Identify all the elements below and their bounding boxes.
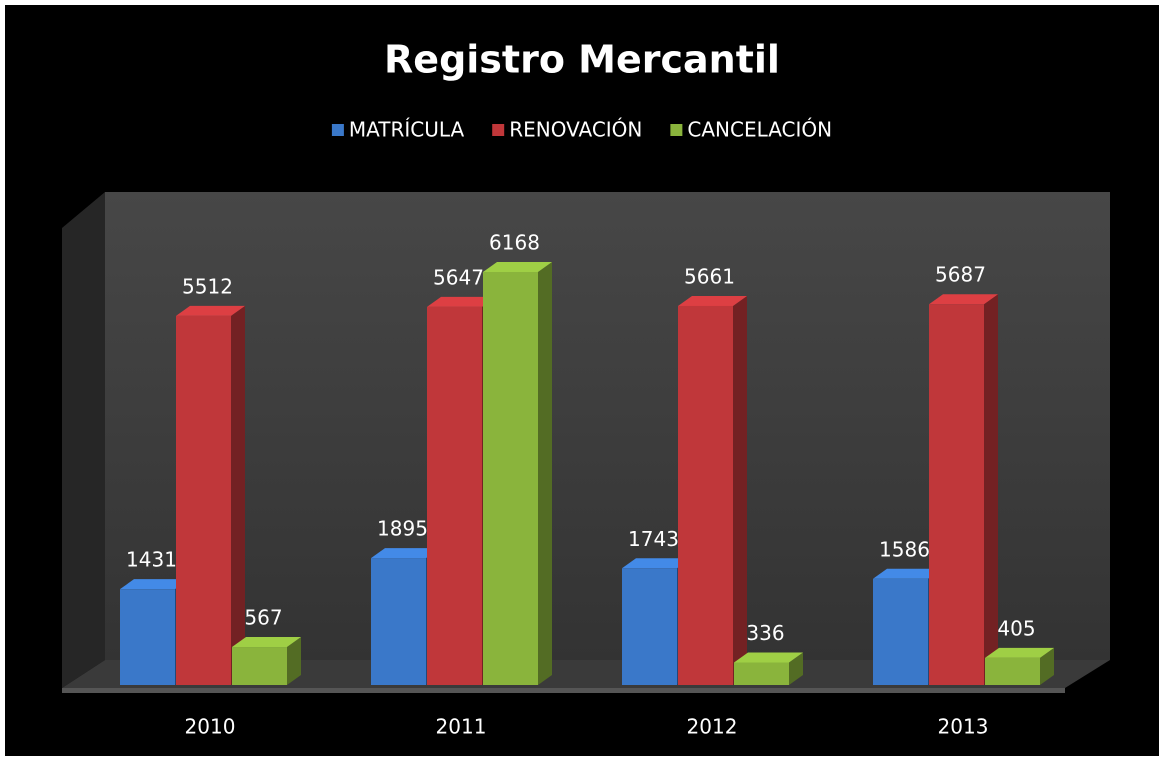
bar-front	[427, 306, 482, 685]
bar-side	[231, 305, 245, 685]
x-tick-label: 2013	[938, 715, 989, 739]
data-label: 5687	[935, 263, 986, 287]
x-tick-label: 2010	[185, 715, 236, 739]
legend-label: RENOVACIÓN	[509, 118, 642, 142]
data-label: 5647	[433, 265, 484, 289]
bar-front	[873, 578, 928, 685]
bar	[734, 652, 803, 685]
data-label: 336	[746, 621, 784, 645]
bar-front	[929, 304, 984, 685]
bar-side	[538, 262, 552, 685]
bar	[483, 262, 552, 685]
bar-front	[120, 589, 175, 685]
bar-side	[789, 652, 803, 685]
bar-top	[483, 262, 552, 272]
side-wall	[62, 192, 105, 688]
bar	[176, 305, 245, 685]
chart-title: Registro Mercantil	[384, 38, 780, 82]
bar-top	[622, 558, 691, 569]
data-label: 1743	[628, 527, 679, 551]
bar-side	[1040, 647, 1054, 685]
back-wall	[105, 192, 1110, 660]
bar-top	[427, 296, 496, 307]
bar-front	[483, 272, 538, 685]
legend-label: CANCELACIÓN	[687, 118, 832, 142]
bar-front	[622, 568, 677, 685]
x-tick-label: 2011	[436, 715, 487, 739]
legend-swatch	[670, 124, 683, 136]
bar-top	[734, 652, 803, 663]
data-label: 5512	[182, 274, 233, 298]
bar-front	[176, 315, 231, 685]
bar-top	[232, 637, 301, 648]
legend-swatch	[331, 124, 344, 136]
bar-front	[678, 305, 733, 685]
data-label: 1895	[377, 517, 428, 541]
bar-front	[734, 662, 789, 685]
bar	[985, 647, 1054, 685]
bar-top	[985, 647, 1054, 658]
x-tick-label: 2012	[687, 715, 738, 739]
data-label: 5661	[684, 264, 735, 288]
bar-front	[371, 558, 426, 685]
bar-top	[873, 568, 942, 579]
bar	[232, 637, 301, 685]
bar-top	[120, 579, 189, 590]
bar-top	[371, 548, 440, 559]
data-label: 1586	[879, 537, 930, 561]
bar	[929, 294, 998, 685]
bar-side	[984, 294, 998, 685]
data-label: 567	[244, 606, 282, 630]
data-label: 1431	[126, 548, 177, 572]
floor-edge	[62, 688, 1065, 693]
bar-front	[985, 657, 1040, 685]
bar-front	[232, 647, 287, 685]
bar-side	[287, 637, 301, 685]
bar-side	[733, 295, 747, 685]
bar-top	[929, 294, 998, 305]
bar-top	[678, 295, 747, 306]
legend: MATRÍCULA RENOVACIÓN CANCELACIÓN	[331, 118, 832, 142]
bar-top	[176, 305, 245, 316]
data-label: 405	[997, 616, 1035, 640]
data-label: 6168	[489, 231, 540, 255]
floor	[62, 660, 1110, 688]
bar	[678, 295, 747, 685]
legend-swatch	[492, 124, 505, 136]
legend-label: MATRÍCULA	[349, 118, 465, 142]
